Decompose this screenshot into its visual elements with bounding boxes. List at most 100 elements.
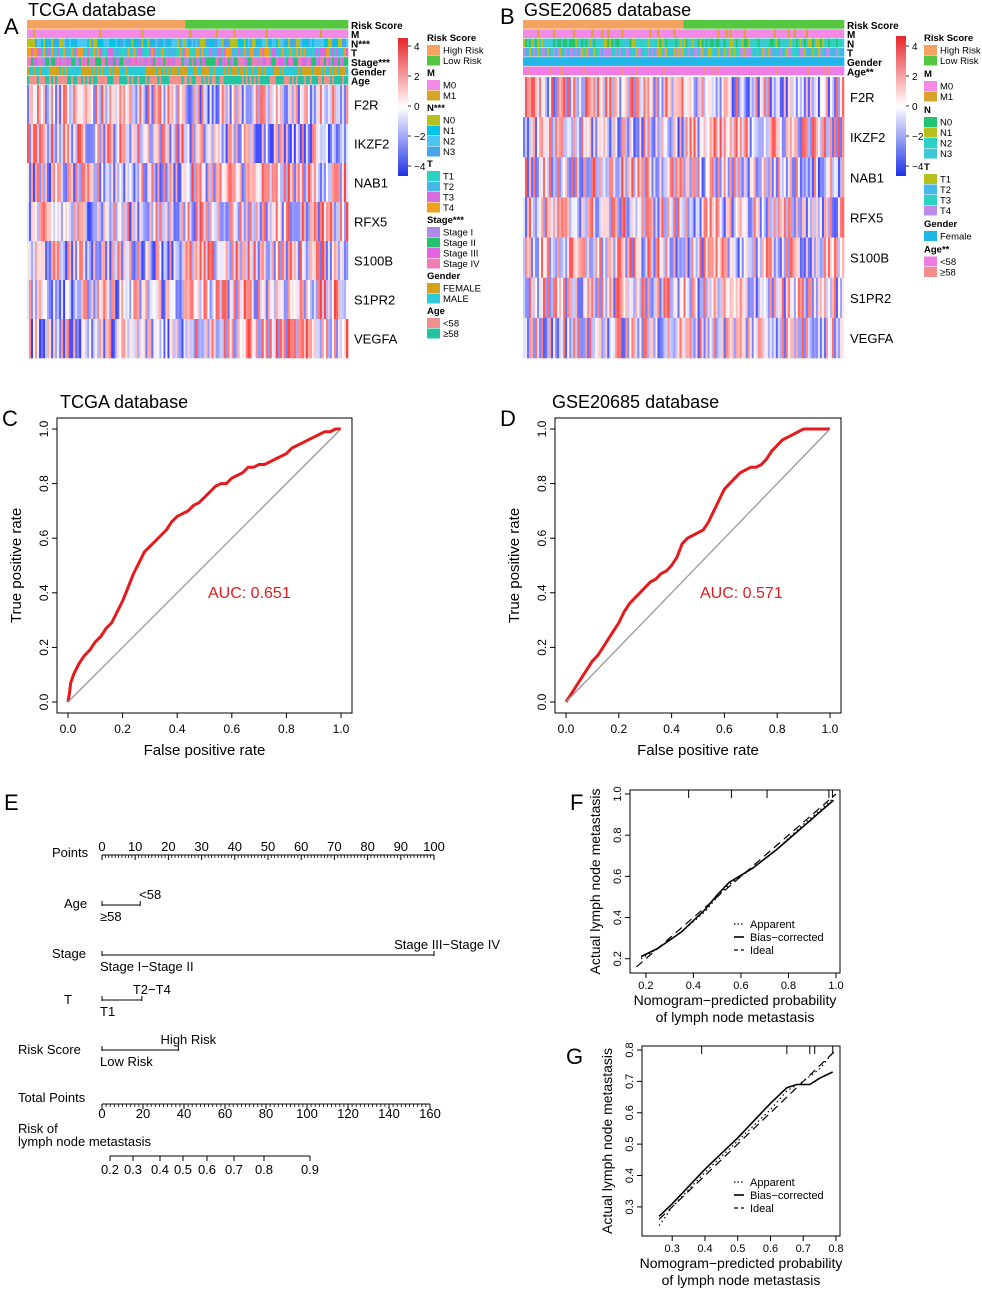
track-cell [567,66,570,76]
total-points-tick-label: 140 [378,1106,400,1121]
heatmap-cell [107,202,110,242]
heatmap-cell [221,124,224,164]
heatmap-cell [331,280,335,320]
heatmap-cell [303,163,307,203]
track-cell [259,29,263,38]
track-cell [661,57,664,66]
heatmap-cell [551,117,554,158]
heatmap-cell [823,277,827,319]
track-cell [79,66,82,76]
heatmap-cell [749,317,753,359]
heatmap-cell [555,117,558,158]
track-cell [547,38,550,48]
track-cell [337,29,341,38]
heatmap-cell [225,280,228,320]
heatmap-cell [671,157,674,198]
track-cell [99,20,102,29]
heatmap-cell [209,163,212,203]
heatmap-cell [543,77,546,118]
heatmap-cell [713,197,716,238]
track-cell [213,57,216,66]
track-cell [697,20,700,29]
heatmap-cell [631,157,634,198]
track-cell [551,38,554,48]
heatmap-cell [61,241,64,281]
heatmap-cell [75,319,78,359]
track-cell [543,20,546,29]
heatmap-cell [625,197,628,238]
y-tick-label: 0.4 [37,584,51,601]
heatmap-cell [69,202,72,242]
track-cell [559,66,562,76]
heatmap-cell [323,163,327,203]
track-cell [655,47,658,57]
heatmap-cell [227,163,230,203]
heatmap-cell [687,197,690,238]
heatmap-cell [215,241,218,281]
track-cell [669,29,672,38]
track-cell [41,75,44,85]
track-cell [819,20,823,29]
heatmap-cell [313,202,317,242]
heatmap-cell [787,77,791,118]
track-cell [773,20,777,29]
track-cell [297,57,301,66]
track-cell [537,38,540,48]
heatmap-cell [835,317,839,359]
track-cell [835,20,839,29]
heatmap-cell [283,124,287,164]
heatmap-cell [637,157,640,198]
heatmap-cell [33,163,36,203]
track-cell [325,57,329,66]
heatmap-cell [153,163,156,203]
heatmap-cell [81,85,84,125]
heatmap-cell [747,237,751,279]
heatmap-cell [27,280,30,320]
heatmap-cell [743,117,746,158]
heatmap-cell [583,277,586,319]
track-cell [791,29,795,38]
track-cell [121,38,124,48]
heatmap-cell [87,124,90,164]
heatmap-cell [651,77,654,118]
track-cell [565,38,568,48]
track-cell [647,47,650,57]
heatmap-cell [595,317,598,359]
track-cell [579,57,582,66]
risk-label-line: Risk of [18,1121,58,1136]
heatmap-cell [549,317,552,359]
track-cell [181,20,184,29]
heatmap-cell [593,197,596,238]
track-cell [817,57,821,66]
heatmap-cell [245,163,248,203]
heatmap-cell [275,241,279,281]
heatmap-cell [53,85,56,125]
track-cell [169,47,172,57]
heatmap-cell [555,317,558,359]
heatmap-cell [99,319,102,359]
heatmap-cell [95,280,98,320]
heatmap-cell [787,317,791,359]
heatmap-cell [755,157,759,198]
heatmap-cell [215,319,218,359]
track-cell [177,47,180,57]
heatmap-cell [345,319,349,359]
heatmap-cell [137,280,140,320]
heatmap-cell [313,85,317,125]
heatmap-cell [783,117,787,158]
heatmap-cell [47,280,50,320]
heatmap-cell [735,117,738,158]
track-cell [637,57,640,66]
heatmap-cell [639,237,642,279]
track-cell [119,29,122,38]
track-cell [529,66,532,76]
track-cell [281,75,285,85]
track-cell [285,47,289,57]
track-cell [149,57,152,66]
heatmap-cell [697,117,700,158]
heatmap-cell [831,117,835,158]
heatmap-cell [99,124,102,164]
track-cell [541,29,544,38]
track-cell [181,66,184,76]
heatmap-cell [85,319,88,359]
